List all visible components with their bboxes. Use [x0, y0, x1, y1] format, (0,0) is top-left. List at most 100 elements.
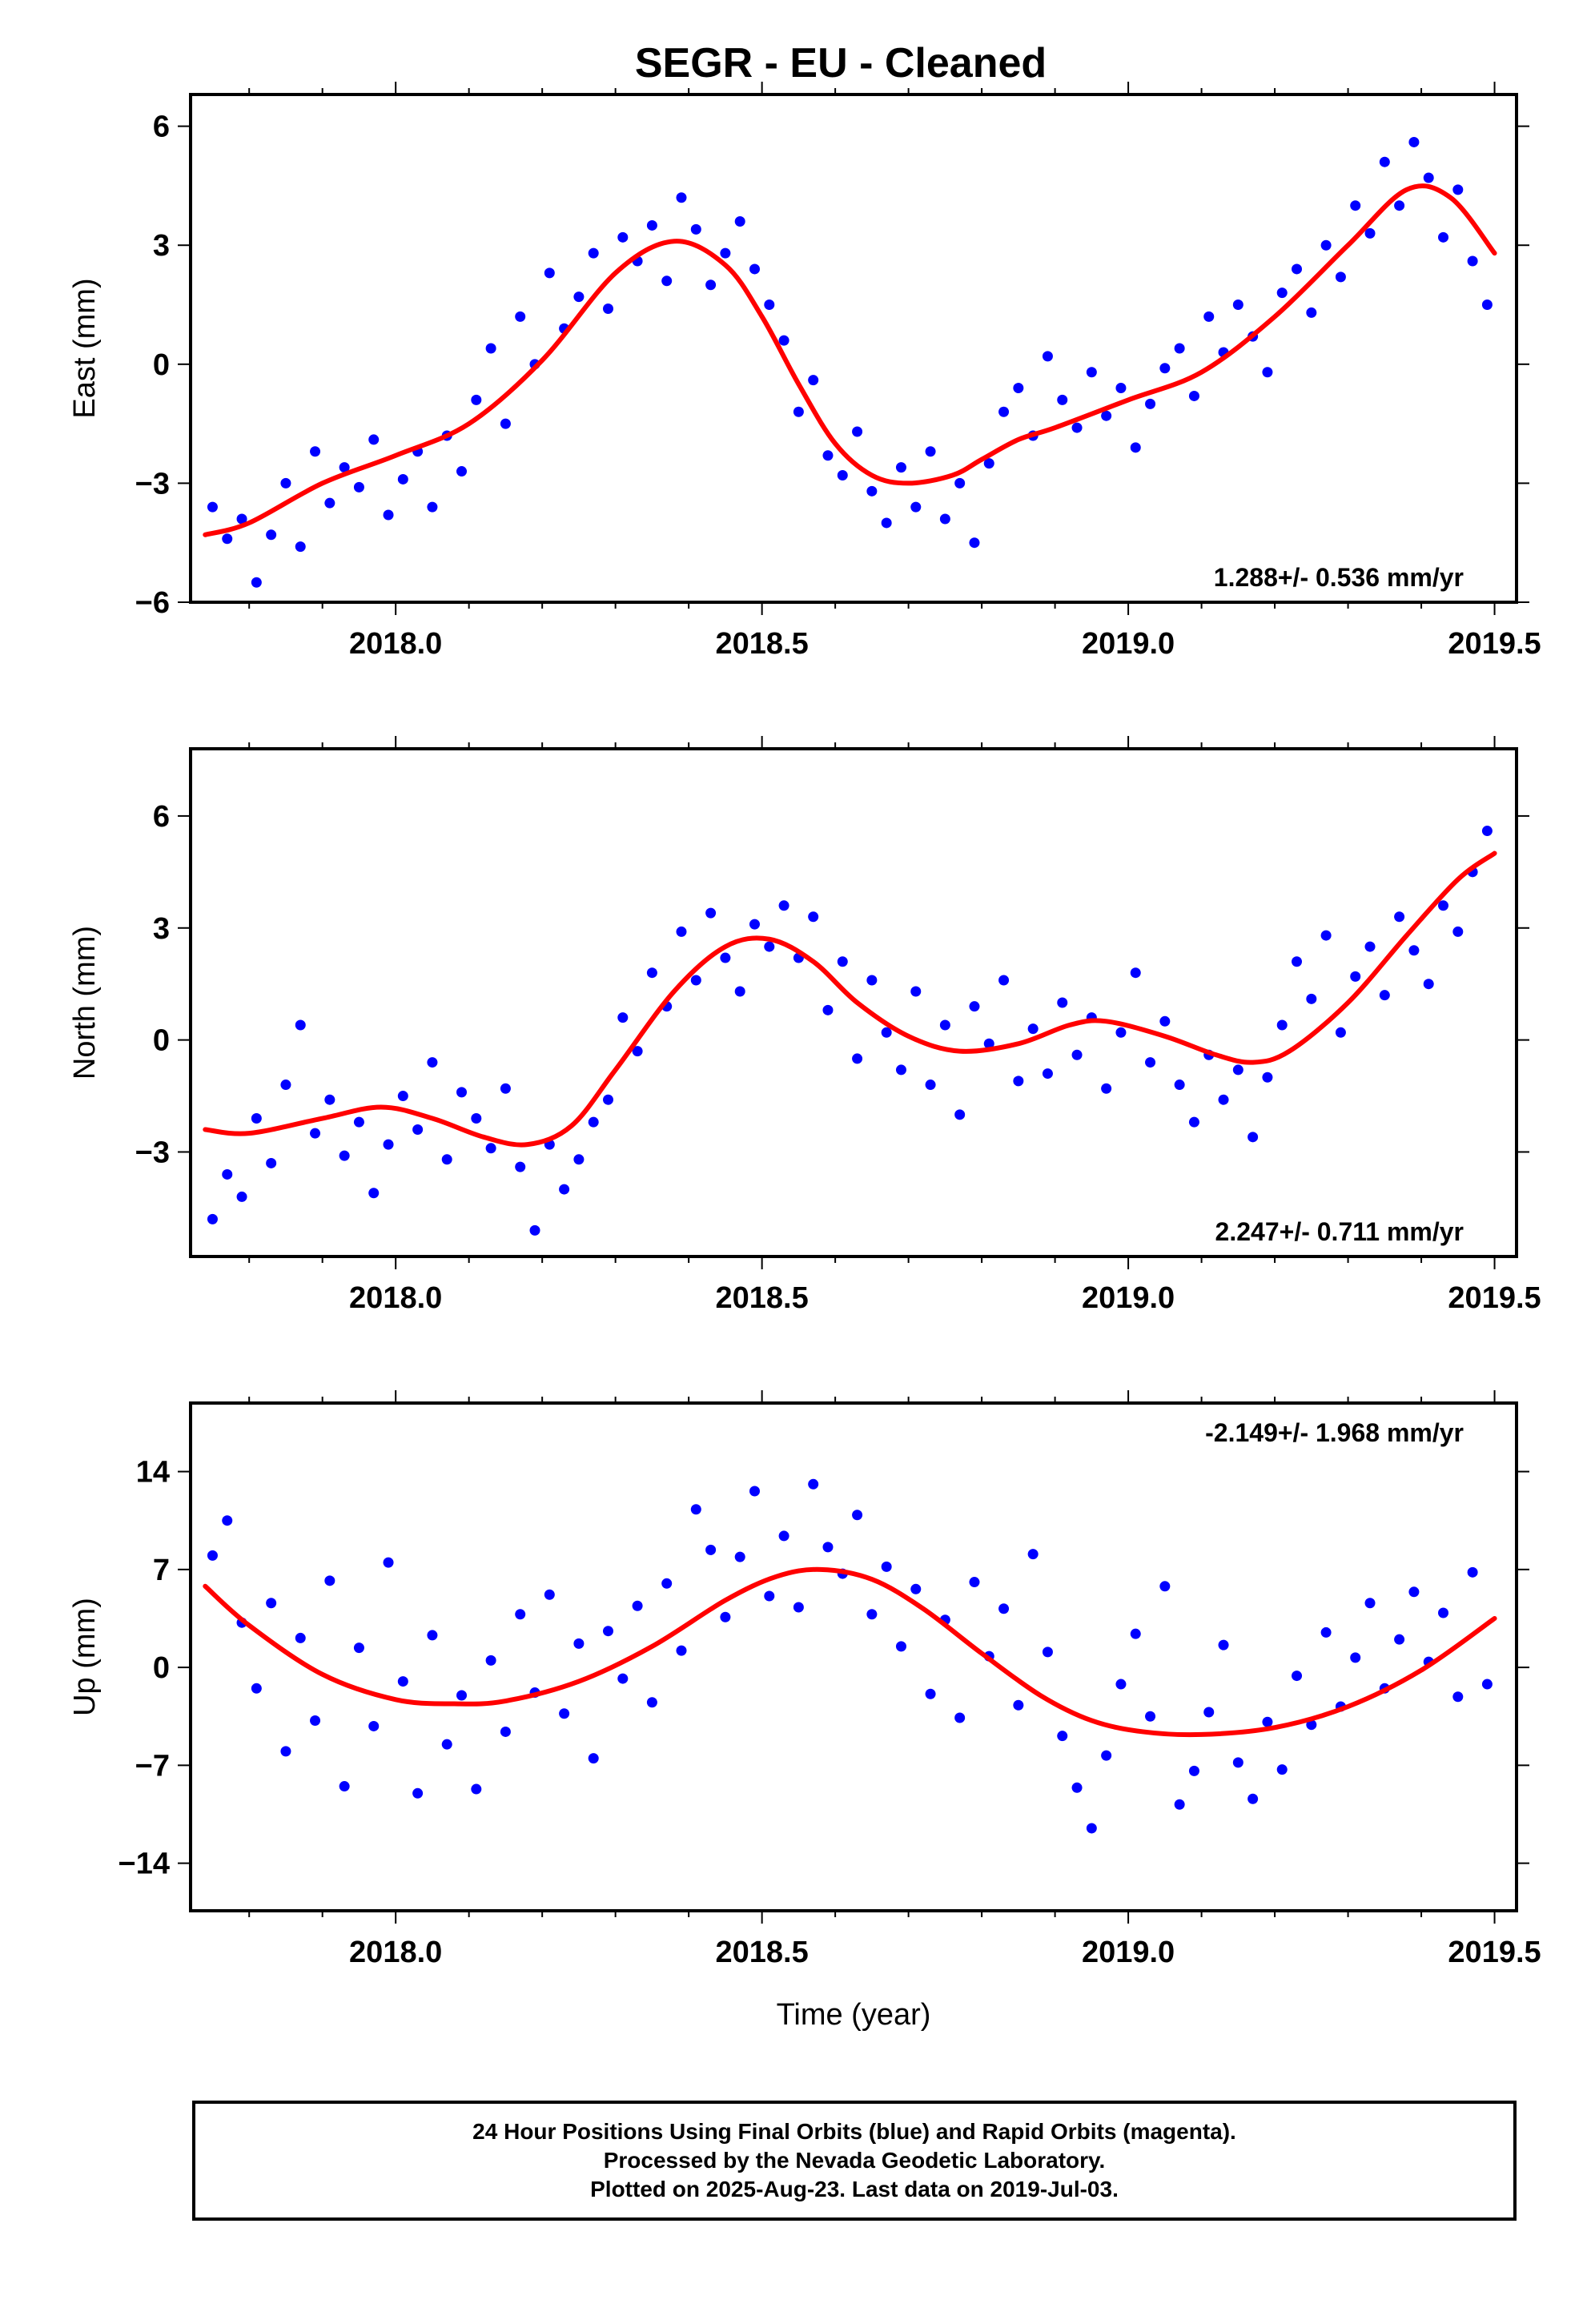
data-point — [1101, 1750, 1112, 1761]
data-point — [383, 1557, 394, 1568]
data-point — [412, 1124, 424, 1135]
data-point — [1247, 1793, 1259, 1804]
data-point — [1071, 422, 1083, 433]
data-point — [456, 466, 468, 477]
data-point — [720, 1611, 731, 1622]
y-tick-label: −14 — [119, 1848, 170, 1881]
data-point — [822, 1004, 834, 1015]
y-tick-label: 0 — [153, 1651, 170, 1685]
data-point — [866, 1609, 878, 1620]
data-point — [646, 1697, 657, 1708]
y-tick-label: 0 — [153, 348, 170, 382]
y-axis-label: East (mm) — [68, 278, 102, 418]
data-point — [353, 1642, 364, 1654]
data-point — [427, 1057, 438, 1068]
data-point — [1452, 1691, 1464, 1703]
data-point — [1408, 136, 1420, 147]
data-point — [1174, 1799, 1185, 1810]
data-point — [515, 1609, 526, 1620]
data-point — [895, 462, 906, 473]
data-point — [808, 911, 819, 923]
data-point — [1027, 1549, 1039, 1560]
data-point — [998, 1603, 1010, 1614]
plot-data — [203, 136, 1497, 588]
data-point — [749, 263, 760, 275]
y-tick-label: −7 — [135, 1749, 170, 1783]
data-point — [251, 577, 262, 588]
velocity-annotation: 1.288+/- 0.536 mm/yr — [1214, 563, 1464, 592]
data-point — [1071, 1782, 1083, 1793]
plot-frame — [189, 93, 1518, 604]
data-point — [559, 1708, 570, 1719]
data-point — [588, 247, 599, 259]
data-point — [646, 967, 657, 979]
data-point — [1174, 343, 1185, 354]
data-point — [1232, 300, 1243, 311]
data-point — [1071, 1049, 1083, 1060]
data-point — [925, 446, 936, 457]
data-point — [1115, 1027, 1127, 1038]
data-point — [324, 1094, 335, 1105]
data-point — [734, 216, 745, 227]
x-tick-label: 2018.0 — [349, 627, 442, 661]
data-point — [236, 1191, 247, 1202]
data-point — [1364, 227, 1376, 239]
data-point — [471, 1113, 482, 1124]
data-point — [603, 1626, 614, 1637]
y-tick-label: −3 — [135, 467, 170, 501]
data-point — [764, 1590, 775, 1602]
data-point — [910, 501, 922, 513]
data-point — [1174, 1080, 1185, 1091]
data-point — [705, 1544, 717, 1555]
data-point — [1467, 1566, 1478, 1578]
data-point — [500, 1726, 511, 1737]
data-point — [1394, 911, 1405, 923]
data-point — [881, 517, 892, 529]
data-point — [1481, 300, 1493, 311]
data-point — [295, 541, 306, 553]
trend-fit-line — [203, 850, 1497, 1148]
data-point — [441, 1154, 452, 1165]
data-point — [1262, 1716, 1273, 1727]
data-point — [998, 975, 1010, 986]
data-point — [1276, 1764, 1288, 1775]
x-tick-label: 2019.0 — [1082, 627, 1175, 661]
data-point — [720, 247, 731, 259]
data-point — [983, 458, 994, 469]
data-point — [485, 1655, 496, 1666]
data-point — [778, 1530, 789, 1542]
data-point — [412, 1787, 424, 1799]
data-point — [1350, 971, 1361, 982]
data-point — [734, 986, 745, 997]
data-point — [251, 1113, 262, 1124]
data-point — [881, 1561, 892, 1572]
data-point — [573, 292, 585, 303]
data-point — [500, 418, 511, 429]
data-point — [1232, 1064, 1243, 1076]
data-point — [368, 434, 380, 445]
data-point — [1423, 979, 1434, 990]
north-panel: 2018.0 2018.5 2019.0 2019.5 −3 0 3 6 North (mm) 2… — [68, 736, 1541, 1315]
data-point — [1130, 1628, 1141, 1639]
east-panel: 2018.0 2018.5 2019.0 2019.5 −6 −3 0 3 6 East (mm)… — [68, 82, 1541, 661]
data-point — [397, 473, 408, 485]
chart-title: SEGR - EU - Cleaned — [635, 40, 1047, 86]
data-point — [1438, 1607, 1449, 1618]
data-point — [1042, 1647, 1053, 1658]
data-point — [1438, 900, 1449, 911]
data-point — [397, 1091, 408, 1102]
data-point — [734, 1551, 745, 1562]
data-point — [222, 533, 233, 545]
data-point — [998, 406, 1010, 417]
data-point — [749, 1486, 760, 1497]
data-point — [632, 1600, 643, 1611]
data-point — [837, 470, 848, 480]
data-point — [969, 1001, 980, 1012]
data-point — [310, 446, 321, 457]
data-point — [1292, 1671, 1303, 1682]
plot-data — [203, 826, 1497, 1236]
y-axis-label: Up (mm) — [68, 1598, 102, 1716]
data-point — [1145, 1057, 1156, 1068]
x-tick-label: 2018.5 — [716, 627, 809, 661]
